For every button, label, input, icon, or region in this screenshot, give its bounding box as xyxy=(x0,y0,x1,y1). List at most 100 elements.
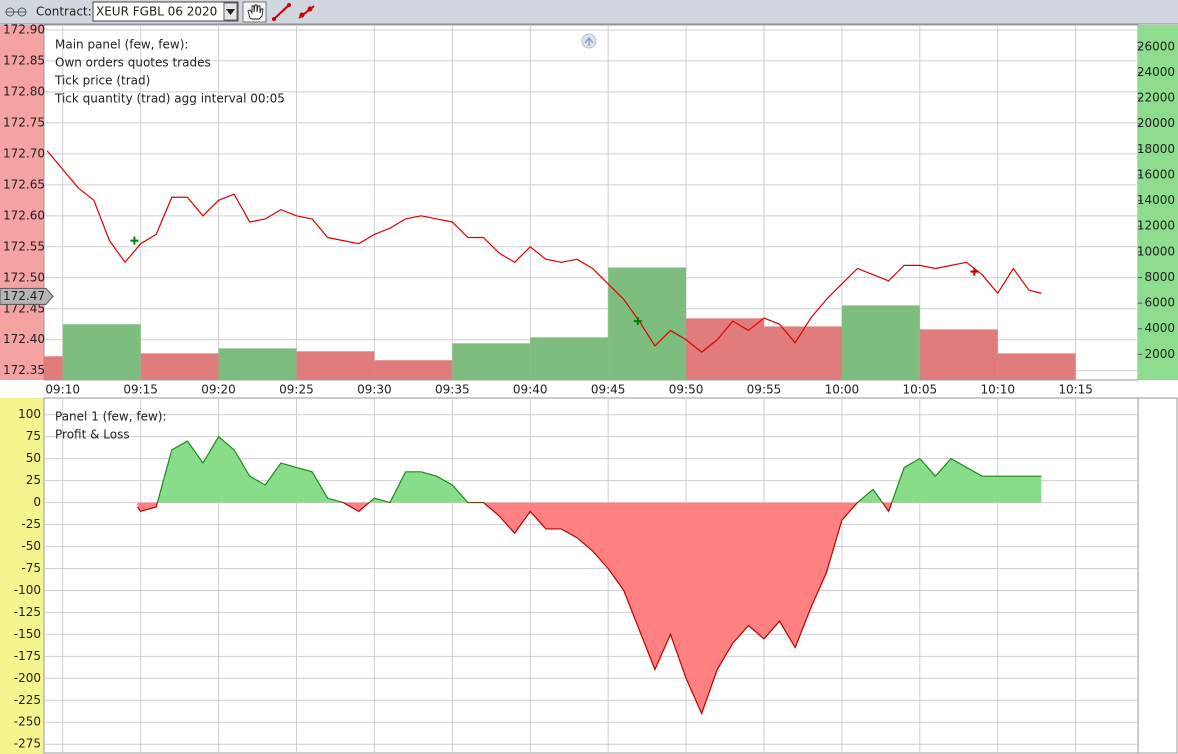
pnl-line xyxy=(137,435,1042,716)
price-axis-band xyxy=(0,25,44,380)
y-tick-label: 50 xyxy=(26,451,41,465)
y-tick-label: 172.75 xyxy=(3,115,45,129)
y2-tick-label: 12000 xyxy=(1137,219,1175,233)
pnl-axis-band xyxy=(0,398,44,754)
y2-tick-label: 20000 xyxy=(1137,116,1175,130)
x-tick-label: 09:45 xyxy=(591,383,626,397)
y-tick-label: 172.40 xyxy=(3,332,45,346)
y-tick-label: -75 xyxy=(21,561,41,575)
y-tick-label: 75 xyxy=(26,429,41,443)
price-layer xyxy=(46,150,1042,353)
contract-label: Contract: xyxy=(36,5,92,19)
y-tick-label: -100 xyxy=(14,583,41,597)
order-marker xyxy=(970,267,979,276)
volume-bar xyxy=(218,348,297,380)
y2-tick-label: 24000 xyxy=(1137,65,1175,79)
volume-bar xyxy=(296,351,375,380)
volume-axis-band xyxy=(1138,25,1178,380)
markers-legend: Own orders quotes trades xyxy=(55,56,211,70)
contract-combobox[interactable] xyxy=(92,1,239,22)
x-tick-label: 10:05 xyxy=(903,383,938,397)
x-tick-label: 09:25 xyxy=(279,383,314,397)
y-tick-label: 172.65 xyxy=(3,177,45,191)
y-tick-label: -125 xyxy=(14,605,41,619)
pan-tool-button[interactable] xyxy=(242,1,267,23)
y-tick-label: -25 xyxy=(21,517,41,531)
volume-bar xyxy=(997,353,1076,380)
y-tick-label: 172.85 xyxy=(3,53,45,67)
x-tick-label: 09:35 xyxy=(435,383,470,397)
volume-bar xyxy=(374,360,453,380)
y-tick-label: -50 xyxy=(21,539,41,553)
x-tick-label: 09:10 xyxy=(45,383,80,397)
y2-tick-label: 14000 xyxy=(1137,193,1175,207)
y-tick-label: 172.60 xyxy=(3,208,45,222)
y2-tick-label: 6000 xyxy=(1144,296,1175,310)
y2-tick-label: 4000 xyxy=(1144,321,1175,335)
y2-tick-label: 26000 xyxy=(1137,39,1175,53)
scroll-up-icon[interactable] xyxy=(581,33,597,49)
trend-tool-button[interactable] xyxy=(298,5,315,19)
pnl-grid xyxy=(44,398,1138,753)
y-tick-label: 172.70 xyxy=(3,146,45,160)
y-tick-label: 172.90 xyxy=(3,22,45,36)
volume-bars xyxy=(44,267,1076,380)
y-tick-label: 172.55 xyxy=(3,239,45,253)
volume-bar xyxy=(919,329,998,380)
main-plot-area xyxy=(43,24,1139,381)
y-tick-label: -200 xyxy=(14,671,41,685)
y-tick-label: -250 xyxy=(14,715,41,729)
main-legend-title: Main panel (few, few): xyxy=(55,38,188,52)
y-tick-label: 100 xyxy=(18,407,41,421)
pnl-right-band xyxy=(1137,397,1178,754)
x-tick-label: 10:00 xyxy=(825,383,860,397)
pnl-plot-area xyxy=(43,397,1139,754)
contract-value: XEUR FGBL 06 2020 xyxy=(96,5,217,19)
last-price-tag xyxy=(0,287,54,305)
y2-tick-label: 22000 xyxy=(1137,91,1175,105)
volume-bar xyxy=(44,356,63,380)
volume-bar xyxy=(841,305,920,380)
volume-bar xyxy=(140,353,219,380)
y-tick-label: 0 xyxy=(33,495,41,509)
line-tool-button[interactable] xyxy=(272,3,291,21)
y-tick-label: -150 xyxy=(14,627,41,641)
y-tick-label: -275 xyxy=(14,737,41,751)
y2-tick-label: 8000 xyxy=(1144,270,1175,284)
y-tick-label: 172.50 xyxy=(3,270,45,284)
x-tick-label: 09:50 xyxy=(669,383,704,397)
y2-tick-label: 18000 xyxy=(1137,142,1175,156)
x-tick-label: 09:40 xyxy=(513,383,548,397)
pnl-layer xyxy=(137,435,1042,716)
pnl-legend-title: Panel 1 (few, few): xyxy=(55,410,167,424)
volume-bar xyxy=(763,326,842,380)
x-tick-label: 09:20 xyxy=(201,383,236,397)
order-marker xyxy=(633,317,642,326)
volume-bar xyxy=(608,267,687,380)
y2-tick-label: 2000 xyxy=(1144,347,1175,361)
price-line xyxy=(46,150,1042,353)
y2-tick-label: 10000 xyxy=(1137,244,1175,258)
y2-tick-label: 16000 xyxy=(1137,167,1175,181)
volume-bar xyxy=(530,337,609,380)
main-axis-labels: 09:10 09:15 09:20 09:25 09:30 09:35 09:40 09:45… xyxy=(0,22,1175,397)
y-tick-label: 172.80 xyxy=(3,84,45,98)
link-icon[interactable] xyxy=(5,7,27,17)
pnl-axis-labels: 100 75 50 25 0 -25 -50 -75 -100 -125 -150 -175 -200 -… xyxy=(14,407,41,751)
last-price-label: 172.47 xyxy=(3,289,45,303)
pnl-legend: Profit & Loss xyxy=(55,428,130,442)
order-marker xyxy=(130,236,139,245)
x-tick-label: 09:15 xyxy=(123,383,158,397)
x-tick-label: 10:10 xyxy=(980,383,1015,397)
pnl-area-fill xyxy=(137,436,1042,714)
volume-legend: Tick quantity (trad) agg interval 00:05 xyxy=(54,92,285,106)
price-legend: Tick price (trad) xyxy=(54,74,150,88)
y-tick-label: 25 xyxy=(26,473,41,487)
x-tick-label: 09:30 xyxy=(357,383,392,397)
y-tick-label: -225 xyxy=(14,693,41,707)
volume-bar xyxy=(452,343,531,380)
x-tick-label: 09:55 xyxy=(747,383,782,397)
y-tick-label: 172.35 xyxy=(3,363,45,377)
x-tick-label: 10:15 xyxy=(1058,383,1093,397)
